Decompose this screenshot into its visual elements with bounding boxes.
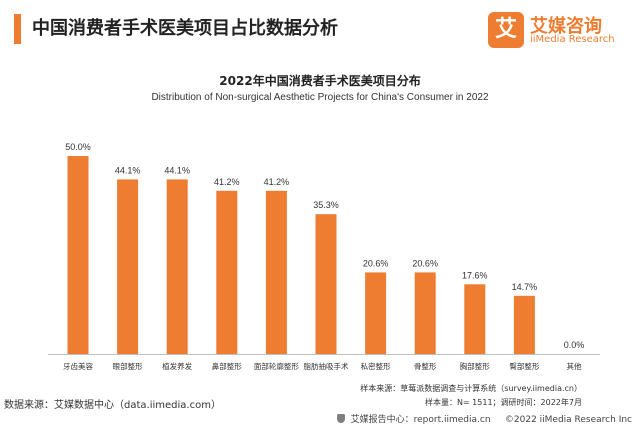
iimedia-logo: 艾 艾媒咨询 iiMedia Research [488, 10, 628, 52]
category-label: 臀部整形 [509, 361, 539, 371]
category-label: 脂肪抽吸手术 [304, 361, 349, 371]
bar-value-label: 41.2% [264, 177, 290, 187]
category-label: 鼻部整形 [212, 361, 242, 371]
category-label: 骨整形 [414, 361, 437, 371]
category-label: 其他 [567, 361, 582, 371]
bar-value-label: 20.6% [412, 258, 438, 268]
page-header: 中国消费者手术医美项目占比数据分析 艾 艾媒咨询 iiMedia Researc… [0, 0, 640, 62]
bar [117, 179, 139, 354]
category-label: 牙齿美容 [63, 361, 93, 371]
category-label: 胸部整形 [460, 361, 490, 371]
bar-value-label: 20.6% [363, 258, 389, 268]
category-label: 植发养发 [162, 361, 192, 371]
data-source: 数据来源：艾媒数据中心（data.iimedia.com） [4, 400, 221, 411]
sample-size-note: 样本量：N= 1511；调研时间：2022年7月 [424, 398, 582, 407]
bar-value-label: 44.1% [115, 165, 141, 175]
bar [67, 156, 89, 354]
title-accent-bar [14, 14, 21, 44]
bar-value-label: 35.3% [313, 200, 339, 210]
bar [365, 272, 387, 354]
bar [414, 272, 436, 354]
logo-en-text: iiMedia Research [530, 34, 615, 45]
category-label: 面部轮廓整形 [254, 361, 299, 371]
bar [265, 190, 287, 354]
chart-title: 2022年中国消费者手术医美项目分布 [219, 74, 421, 88]
chart-subtitle: Distribution of Non-surgical Aesthetic P… [151, 92, 489, 103]
report-center-text: 艾媒报告中心：report.iimedia.cn [350, 415, 491, 425]
report-footer: 艾媒报告中心：report.iimedia.cn ©2022 iiMedia R… [336, 412, 632, 425]
bar [315, 214, 337, 354]
bar-value-label: 17.6% [462, 270, 488, 280]
bar-value-label: 44.1% [164, 165, 190, 175]
bar [464, 284, 486, 354]
bar-value-label: 50.0% [65, 142, 91, 152]
bar [513, 295, 535, 354]
sample-source-note: 样本来源：草莓派数据调查与计算系统（survey.iimedia.cn） [360, 384, 582, 393]
bar [216, 190, 238, 354]
logo-badge-icon: 艾 [488, 12, 524, 48]
logo-cn-text: 艾媒咨询 [530, 16, 602, 37]
bar-value-label: 41.2% [214, 177, 240, 187]
bar [166, 179, 188, 354]
page-title: 中国消费者手术医美项目占比数据分析 [32, 18, 338, 39]
category-label: 私密整形 [361, 361, 391, 371]
bar-value-label: 0.0% [564, 340, 585, 350]
category-label: 眼部整形 [113, 361, 143, 371]
bar-value-label: 14.7% [512, 282, 538, 292]
copyright-text: ©2022 iiMedia Research Inc [504, 415, 632, 425]
shield-icon [336, 414, 345, 423]
